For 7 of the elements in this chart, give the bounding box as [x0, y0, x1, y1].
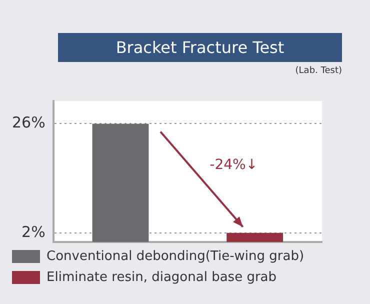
y-tick-label: 2%	[22, 222, 46, 241]
legend-label: Conventional debonding(Tie-wing grab)	[46, 248, 304, 264]
chart-subtitle: (Lab. Test)	[295, 66, 342, 76]
annotation: -24%↓	[210, 156, 258, 173]
chart-title: Bracket Fracture Test	[58, 33, 342, 62]
y-tick-label: 26%	[12, 114, 46, 132]
legend-label: Eliminate resin, diagonal base grab	[46, 270, 277, 285]
